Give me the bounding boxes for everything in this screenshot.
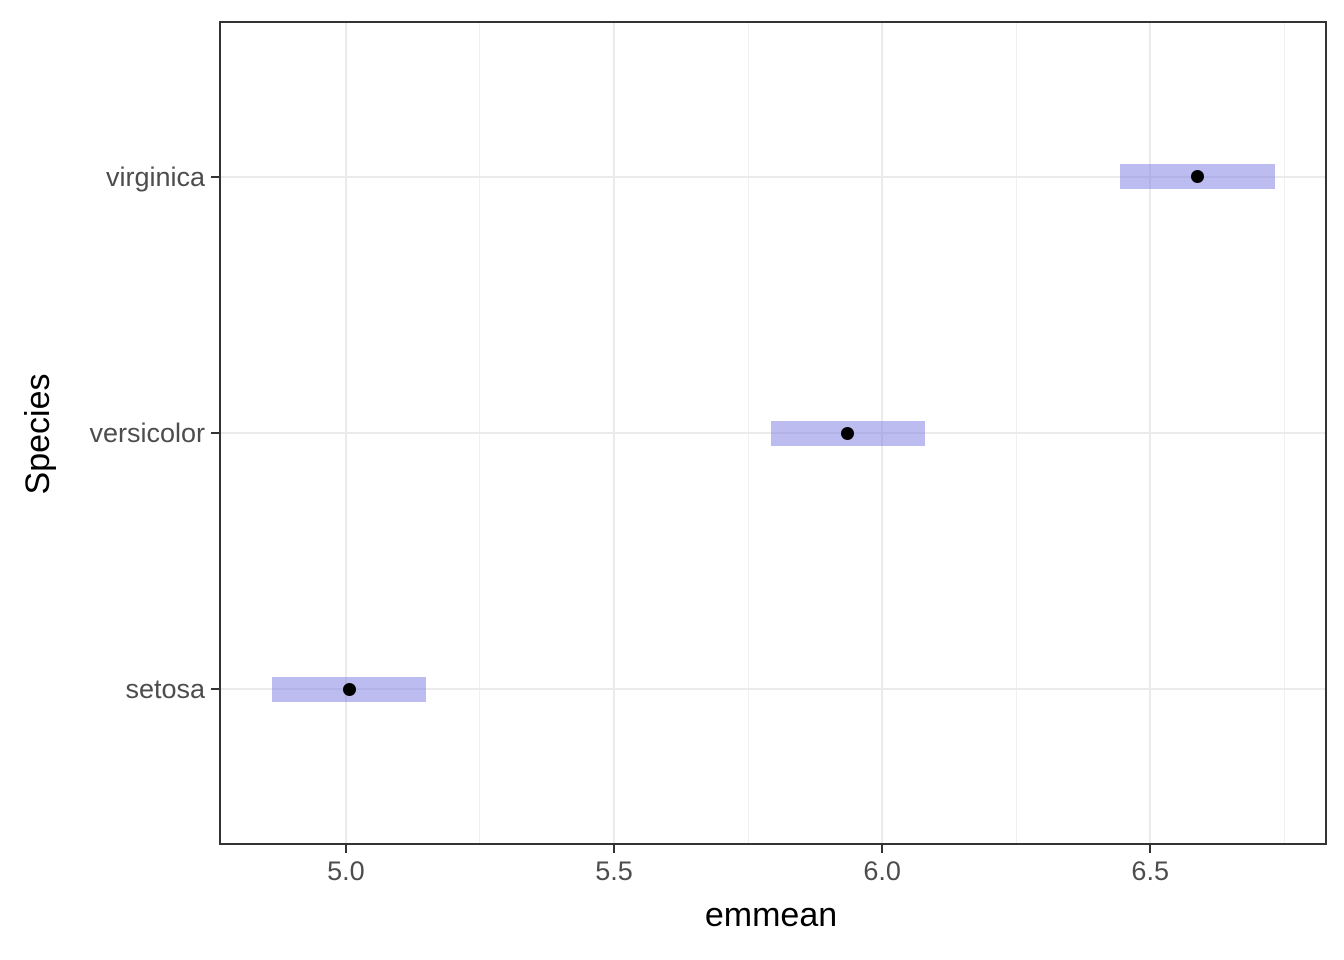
- x-tick: [344, 845, 347, 853]
- y-tick: [211, 432, 219, 434]
- y-tick-label: virginica: [105, 161, 205, 192]
- x-tick: [613, 845, 616, 853]
- x-tick-label: 6.5: [1131, 856, 1169, 886]
- x-tick: [1149, 845, 1152, 853]
- x-axis-title: emmean: [704, 896, 838, 934]
- gridline-y-major: [221, 688, 1325, 691]
- gridline-y-major: [221, 175, 1325, 178]
- emmean-point-versicolor: [841, 426, 855, 440]
- y-tick-label: versicolor: [89, 418, 205, 448]
- x-tick-label: 5.0: [327, 856, 365, 886]
- y-tick-label: setosa: [125, 674, 205, 705]
- emmean-point-setosa: [342, 682, 356, 696]
- y-tick: [211, 688, 219, 691]
- plot-panel: [219, 21, 1327, 845]
- x-tick-label: 5.5: [595, 856, 633, 886]
- x-tick: [881, 845, 884, 853]
- emmean-point-virginica: [1190, 170, 1204, 184]
- y-tick: [211, 175, 219, 178]
- y-axis-title: Species: [19, 373, 57, 495]
- x-tick-label: 6.0: [863, 856, 901, 886]
